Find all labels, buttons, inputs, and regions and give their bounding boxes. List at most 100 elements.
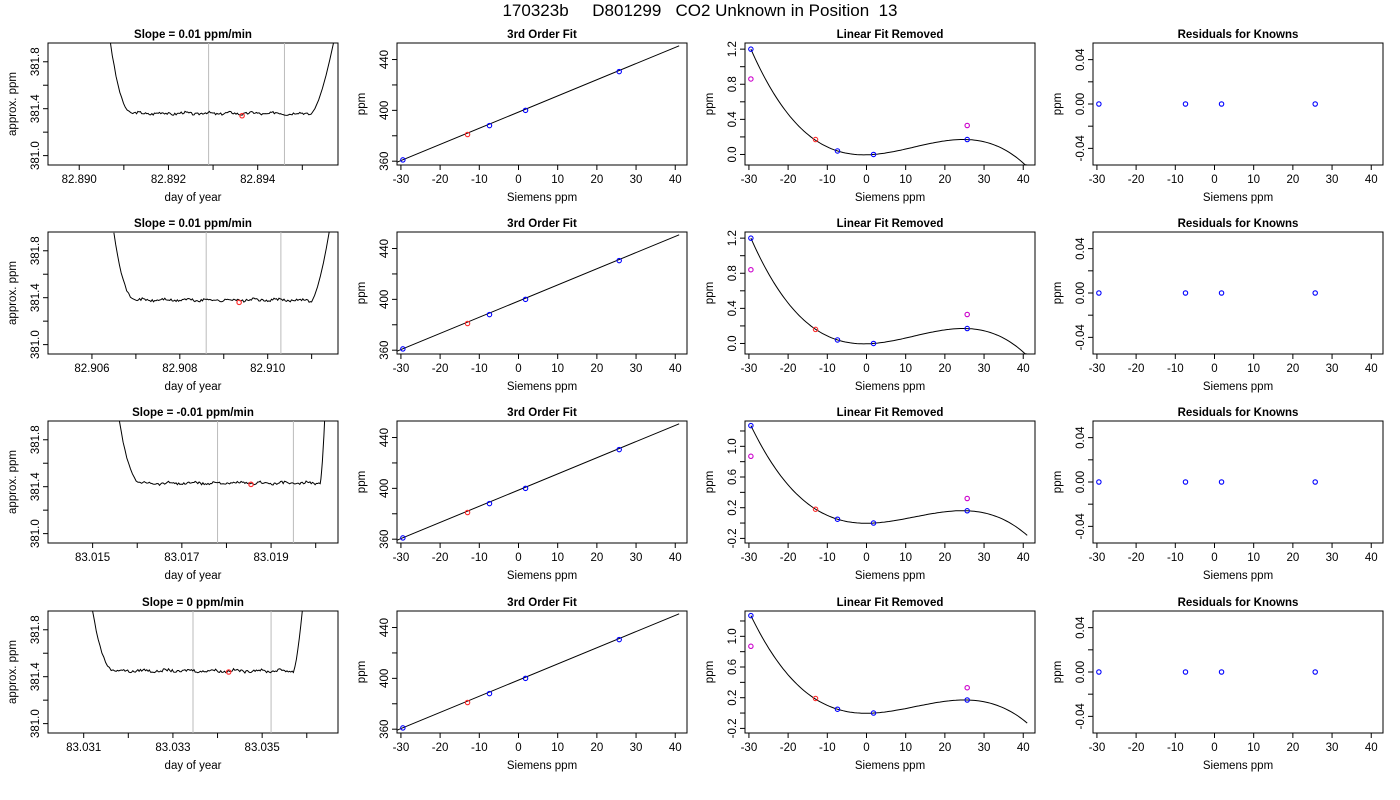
r3-res-xtick-label: 0 [1211,552,1217,564]
r3-trace-ytick-label: 381.0 [30,519,42,548]
r3-lin-point [812,506,819,512]
r1-lin-xtick-label: 10 [899,174,912,186]
r4-res-ytick-label: -0.04 [1075,703,1087,730]
r1-lin-point [748,46,754,52]
r1-trace-xtick-label: 82.890 [62,174,97,186]
r2-fit-point [400,346,406,352]
r2-trace-xlabel: day of year [165,381,222,393]
r2-fit-frame [396,231,688,355]
r2-res-xtick-label: 30 [1326,363,1339,375]
r1-lin-point [834,148,841,154]
r1-fit-frame [396,42,688,166]
r4-fit-fit-line [396,613,680,731]
r3-lin-xtick-label: -20 [780,552,797,564]
r4-lin-ytick-label: 1.0 [727,628,739,644]
r1-trace-title: Slope = 0.01 ppm/min [134,29,252,41]
r1-fit-xtick-label: -20 [432,174,449,186]
r4-trace-ylabel: approx. ppm [7,640,19,704]
r4-fit-xtick-label: -20 [432,742,449,754]
r1-res-frame [1092,42,1384,166]
r4-fit-xtick-label: -10 [471,742,488,754]
r4-lin-ylabel: ppm [704,661,716,683]
r1-lin-point [964,136,970,143]
r4-lin-title: Linear Fit Removed [837,597,944,609]
r1-res-xtick-label: -10 [1167,174,1184,186]
r1-res-xtick-label: -30 [1089,174,1106,186]
r1-fit-point [464,131,471,138]
r3-lin-xtick-label: 30 [978,552,991,564]
r3-fit-xtick-label: 30 [630,552,643,564]
r1-lin-point [812,136,819,143]
r2-res-xtick-label: -30 [1089,363,1106,375]
r1-res-ylabel: ppm [1052,93,1064,115]
r2-lin-ytick-label: 0.4 [727,300,739,317]
r1-trace-xtick-label: 82.892 [151,174,186,186]
r2-lin-point [812,326,819,333]
r3-lin-xtick-label: -10 [819,552,836,564]
r2-trace-xtick-label: 82.908 [162,363,197,375]
r4-fit-point [486,690,493,697]
r4-trace-ytick-label: 381.8 [30,615,42,644]
r1-fit-fit-line [396,45,680,163]
r4-trace-xtick-label: 83.031 [66,742,101,754]
r1-trace-ytick-label: 381.0 [30,141,42,170]
r2-res-title: Residuals for Knowns [1178,218,1299,230]
r1-lin-fit-curve [750,48,1028,166]
r1-fit-xtick-label: 40 [669,174,682,186]
r3-trace-xtick-label: 83.015 [75,552,110,564]
r2-res-xlabel: Siemens ppm [1203,381,1273,393]
r1-fit-ytick-label: 360 [379,152,391,171]
r2-lin-point [748,235,754,241]
r3-lin-point [870,520,877,526]
r1-res-ytick-label: -0.04 [1075,135,1087,162]
r4-trace-title: Slope = 0 ppm/min [142,597,244,609]
r2-lin-ytick-label: 0.8 [727,265,739,281]
r1-fit-xtick-label: -30 [393,174,410,186]
r2-lin-fit-curve [750,237,1028,355]
r1-res-ytick-label: 0.00 [1075,93,1087,115]
r3-fit-ylabel: ppm [356,471,368,493]
r1-fit-point [400,157,406,163]
r3-res-xtick-label: 30 [1326,552,1339,564]
r4-res-xtick-label: 0 [1211,742,1217,754]
r1-trace-ytick-label: 381.8 [30,47,42,76]
r2-lin-ylabel: ppm [704,282,716,304]
r4-lin-xtick-label: 0 [863,742,869,754]
r3-lin-ylabel: ppm [704,471,716,493]
r4-trace-trace-line [92,610,303,674]
r4-fit-xlabel: Siemens ppm [507,760,577,772]
r4-trace-ytick-label: 381.0 [30,709,42,738]
r2-lin-title: Linear Fit Removed [837,218,944,230]
r1-fit-point [522,107,529,114]
r4-trace-xtick-label: 83.033 [155,742,190,754]
r3-res-point [1312,479,1318,485]
r3-fit-point [616,446,622,453]
r1-lin-point [964,122,970,129]
r1-fit-title: 3rd Order Fit [507,29,577,41]
r2-res-ylabel: ppm [1052,282,1064,304]
r2-fit-xlabel: Siemens ppm [507,381,577,393]
r4-res-title: Residuals for Knowns [1178,597,1299,609]
r2-fit-point [464,320,471,327]
r3-res-point [1096,479,1102,485]
r4-lin-point [964,697,970,703]
r3-fit-title: 3rd Order Fit [507,407,577,419]
r3-lin-point [834,516,841,522]
r2-trace-trace-line [113,231,330,303]
r2-lin-point [834,337,841,343]
r3-trace-xtick-label: 83.019 [253,552,288,564]
r4-lin-frame [744,610,1036,734]
r1-trace-trace-line [110,42,334,116]
r4-fit-point [464,699,471,706]
r2-lin-xtick-label: 30 [978,363,991,375]
r4-lin-xtick-label: -10 [819,742,836,754]
r2-fit-xtick-label: -30 [393,363,410,375]
r2-fit-xtick-label: 0 [515,363,521,375]
r2-trace-marker [236,299,242,306]
r3-fit-xtick-label: 20 [590,552,603,564]
r4-lin-ytick-label: 0.2 [727,690,739,706]
r1-lin-xtick-label: -20 [780,174,797,186]
r4-lin-point [964,684,970,691]
r4-res-point [1312,669,1318,675]
r3-lin-point [748,453,754,460]
